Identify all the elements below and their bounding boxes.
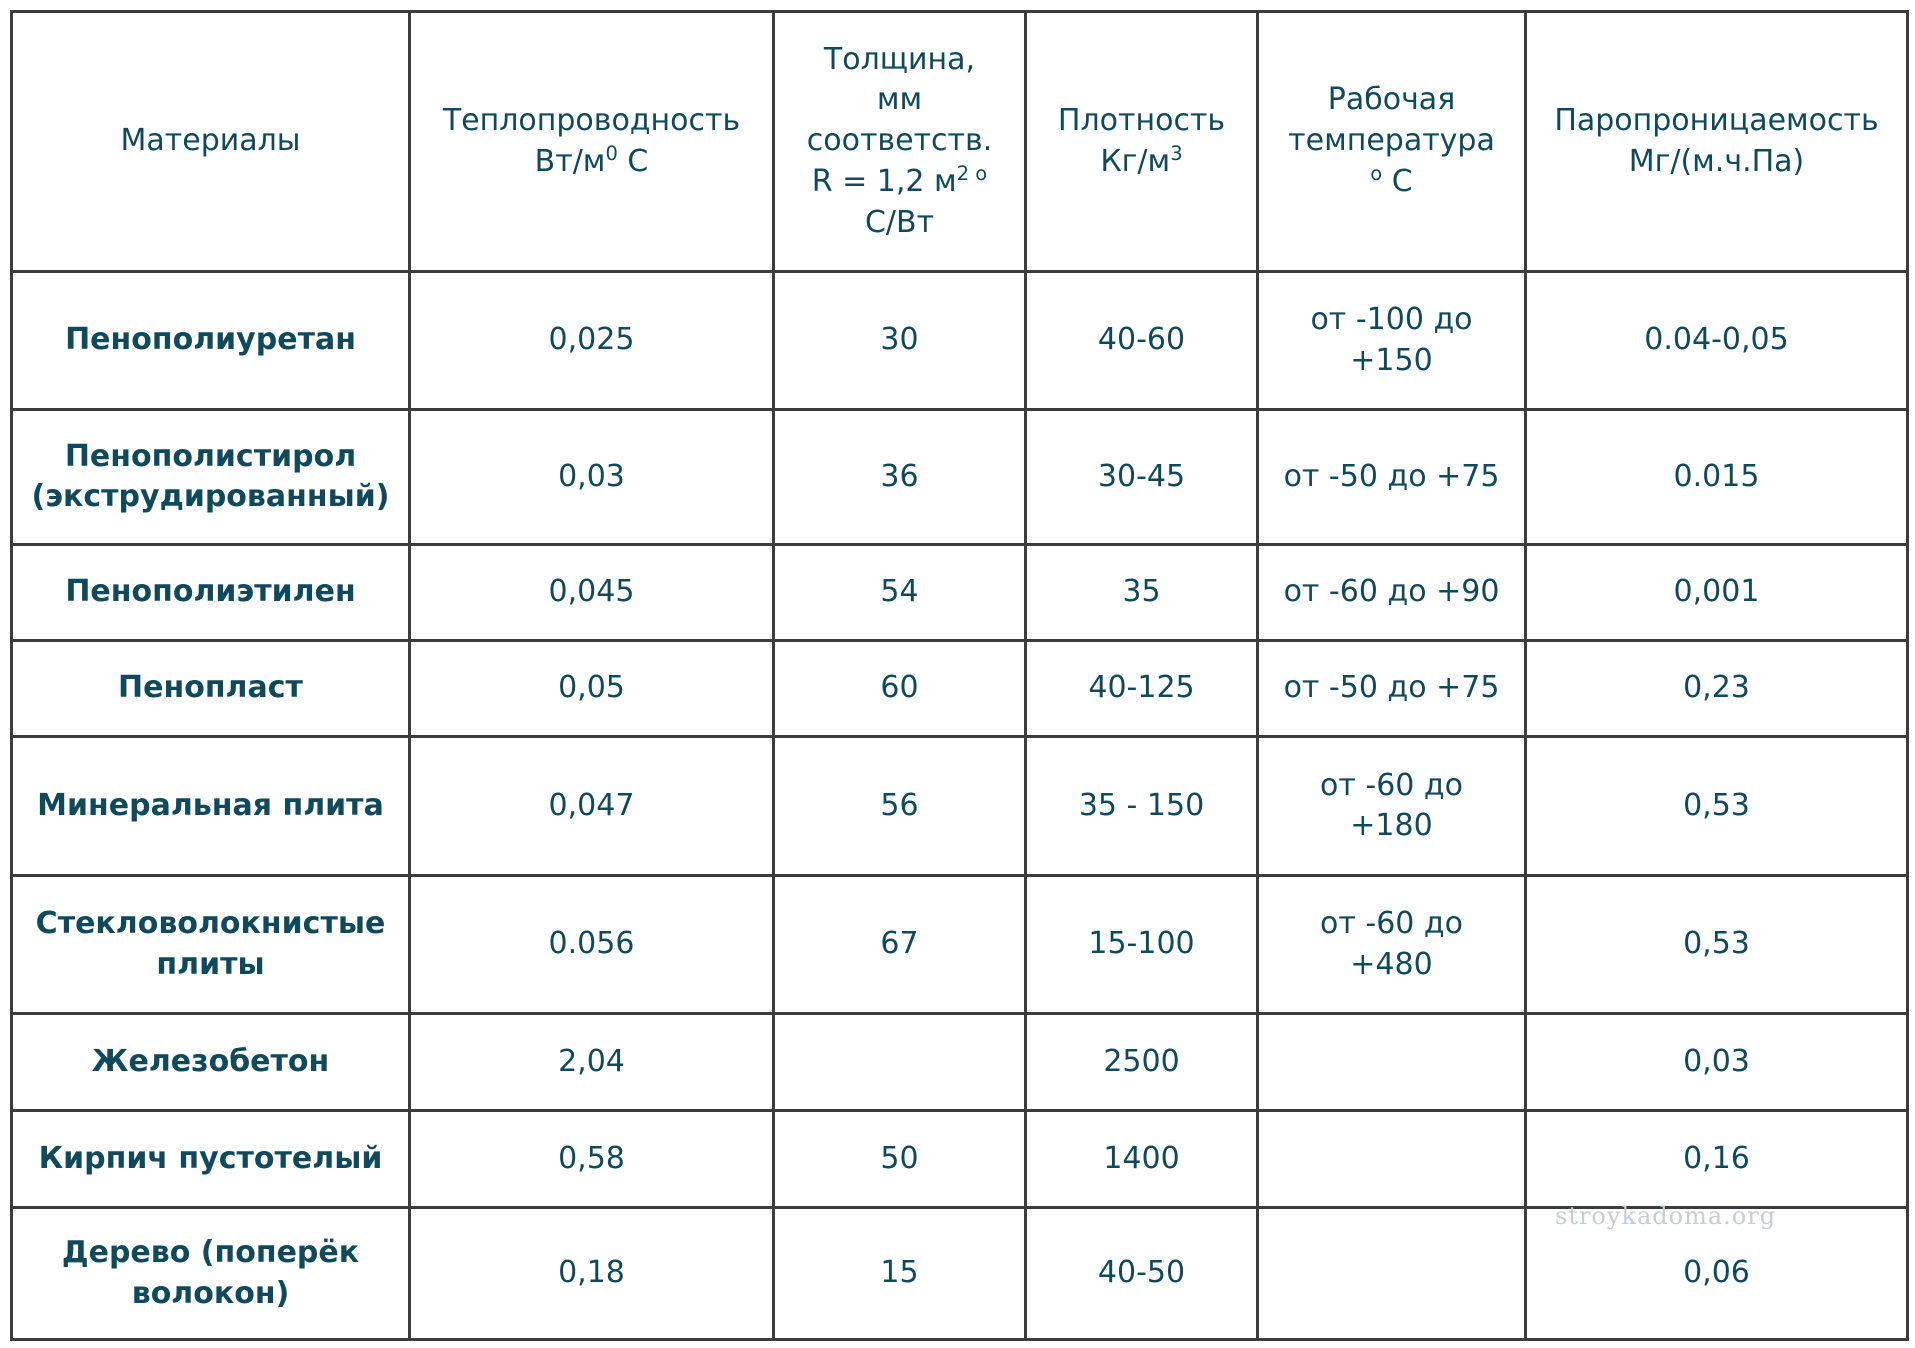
cell-material: Пенопласт — [10, 639, 411, 738]
cell-thickness: 15 — [772, 1206, 1027, 1341]
cell-thickness: 67 — [772, 874, 1027, 1015]
table-row: Минеральная плита 0,047 56 35 - 150 от -… — [10, 735, 1909, 877]
cell-thickness: 36 — [772, 408, 1027, 546]
cell-material: Стекловолокнистые плиты — [10, 874, 411, 1015]
header-permeability: Паропроницаемость Мг/(м.ч.Па) — [1524, 10, 1909, 273]
table-row: Стекловолокнистые плиты 0.056 67 15-100 … — [10, 874, 1909, 1015]
cell-conductivity: 0,03 — [408, 408, 775, 546]
cell-density: 35 - 150 — [1024, 735, 1259, 877]
materials-table: Материалы Теплопроводность Вт/м0 С Толщи… — [10, 10, 1909, 1341]
header-material: Материалы — [10, 10, 411, 273]
cell-conductivity: 0,047 — [408, 735, 775, 877]
cell-temperature: от -60 до +480 — [1256, 874, 1527, 1015]
cell-permeability: 0,23 — [1524, 639, 1909, 738]
cell-temperature: от -50 до +75 — [1256, 408, 1527, 546]
cell-density: 40-50 — [1024, 1206, 1259, 1341]
cell-density: 2500 — [1024, 1012, 1259, 1112]
cell-conductivity: 0,58 — [408, 1109, 775, 1209]
table-row: Пенопласт 0,05 60 40-125 от -50 до +75 0… — [10, 639, 1909, 738]
cell-thickness: 54 — [772, 543, 1027, 642]
cell-material: Железобетон — [10, 1012, 411, 1112]
header-density: Плотность Кг/м3 — [1024, 10, 1259, 273]
cell-thickness: 60 — [772, 639, 1027, 738]
cell-conductivity: 0,05 — [408, 639, 775, 738]
cell-conductivity: 0,025 — [408, 270, 775, 411]
table-row: Пенополистирол (экструдированный) 0,03 3… — [10, 408, 1909, 546]
cell-density: 1400 — [1024, 1109, 1259, 1209]
table-row: Дерево (поперёк волокон) 0,18 15 40-50 0… — [10, 1206, 1909, 1341]
cell-material: Кирпич пустотелый — [10, 1109, 411, 1209]
cell-conductivity: 2,04 — [408, 1012, 775, 1112]
table-row: Пенополиуретан 0,025 30 40-60 от -100 до… — [10, 270, 1909, 411]
cell-permeability: 0,06 — [1524, 1206, 1909, 1341]
cell-density: 15-100 — [1024, 874, 1259, 1015]
table-row: Железобетон 2,04 2500 0,03 — [10, 1012, 1909, 1112]
cell-material: Пенополиуретан — [10, 270, 411, 411]
cell-permeability: 0,03 — [1524, 1012, 1909, 1112]
cell-permeability: 0,16 — [1524, 1109, 1909, 1209]
cell-permeability: 0,001 — [1524, 543, 1909, 642]
cell-temperature: от -50 до +75 — [1256, 639, 1527, 738]
cell-permeability: 0.04-0,05 — [1524, 270, 1909, 411]
cell-density: 40-125 — [1024, 639, 1259, 738]
cell-conductivity: 0,045 — [408, 543, 775, 642]
cell-temperature: от -60 до +180 — [1256, 735, 1527, 877]
cell-density: 40-60 — [1024, 270, 1259, 411]
cell-material: Дерево (поперёк волокон) — [10, 1206, 411, 1341]
cell-temperature — [1256, 1206, 1527, 1341]
cell-permeability: 0,53 — [1524, 735, 1909, 877]
watermark: stroykadoma.org — [1555, 1202, 1777, 1230]
cell-permeability: 0.015 — [1524, 408, 1909, 546]
cell-thickness — [772, 1012, 1027, 1112]
cell-density: 35 — [1024, 543, 1259, 642]
header-row: Материалы Теплопроводность Вт/м0 С Толщи… — [10, 10, 1909, 273]
cell-permeability: 0,53 — [1524, 874, 1909, 1015]
cell-temperature — [1256, 1012, 1527, 1112]
cell-density: 30-45 — [1024, 408, 1259, 546]
cell-thickness: 30 — [772, 270, 1027, 411]
header-conductivity: Теплопроводность Вт/м0 С — [408, 10, 775, 273]
header-thickness: Толщина, мм соответств. R = 1,2 м2 о С/В… — [772, 10, 1027, 273]
cell-material: Минеральная плита — [10, 735, 411, 877]
cell-conductivity: 0.056 — [408, 874, 775, 1015]
cell-temperature — [1256, 1109, 1527, 1209]
cell-conductivity: 0,18 — [408, 1206, 775, 1341]
cell-temperature: от -60 до +90 — [1256, 543, 1527, 642]
cell-material: Пенополистирол (экструдированный) — [10, 408, 411, 546]
cell-thickness: 56 — [772, 735, 1027, 877]
cell-material: Пенополиэтилен — [10, 543, 411, 642]
cell-temperature: от -100 до +150 — [1256, 270, 1527, 411]
cell-thickness: 50 — [772, 1109, 1027, 1209]
header-temperature: Рабочая температура о С — [1256, 10, 1527, 273]
table-row: Кирпич пустотелый 0,58 50 1400 0,16 — [10, 1109, 1909, 1209]
table-row: Пенополиэтилен 0,045 54 35 от -60 до +90… — [10, 543, 1909, 642]
